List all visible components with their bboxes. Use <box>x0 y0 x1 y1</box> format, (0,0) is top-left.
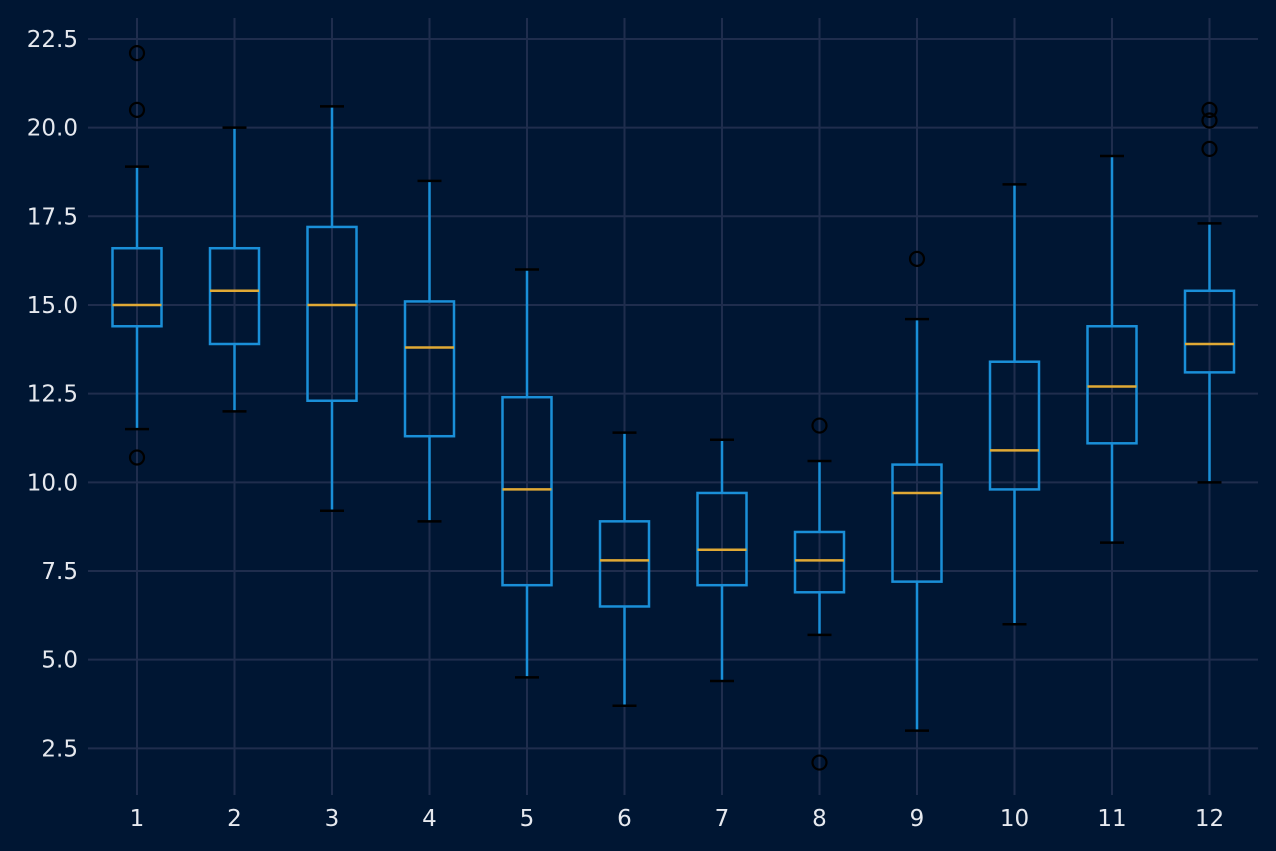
box-group <box>793 417 846 771</box>
box-iqr <box>793 530 846 594</box>
box-group <box>1086 154 1138 544</box>
outlier-point <box>128 449 146 466</box>
box-group <box>988 183 1041 626</box>
y-tick-label: 12.5 <box>27 382 78 408</box>
y-tick-label: 15.0 <box>27 293 78 319</box>
box-iqr <box>1183 289 1236 374</box>
box-group <box>891 250 943 732</box>
y-tick-label: 10.0 <box>27 470 78 496</box>
box-iqr <box>306 225 358 402</box>
box-iqr <box>403 300 456 438</box>
x-tick-label: 8 <box>812 806 827 832</box>
box-iqr <box>208 246 261 346</box>
box-iqr <box>1086 325 1138 445</box>
outlier-point <box>1201 140 1218 158</box>
x-tick-label: 2 <box>227 806 242 832</box>
y-tick-label: 2.5 <box>41 736 78 762</box>
x-axis: 1 2 3 4 5 6 7 8 9 10 11 12 <box>130 806 1224 832</box>
box-group <box>403 179 456 523</box>
box-iqr <box>988 360 1041 491</box>
y-axis: 2.5 5.0 7.5 10.0 12.5 15.0 17.5 20.0 22.5 <box>27 27 78 762</box>
x-tick-label: 12 <box>1195 806 1224 832</box>
outlier-point <box>128 45 146 62</box>
x-tick-label: 10 <box>1000 806 1029 832</box>
outlier-point <box>811 417 828 434</box>
x-tick-label: 9 <box>910 806 925 832</box>
box-iqr <box>501 395 553 587</box>
boxes <box>111 45 1236 771</box>
outlier-point <box>908 250 926 267</box>
box-group <box>1183 101 1236 484</box>
x-tick-label: 4 <box>422 806 437 832</box>
box-group <box>501 268 553 679</box>
box-group <box>696 438 748 683</box>
outlier-point <box>811 754 828 771</box>
box-iqr <box>891 463 943 583</box>
y-tick-label: 20.0 <box>27 116 78 142</box>
box-group <box>598 431 651 708</box>
y-tick-label: 22.5 <box>27 27 78 53</box>
y-tick-label: 7.5 <box>41 559 78 585</box>
outlier-point <box>128 101 146 118</box>
x-tick-label: 11 <box>1097 806 1126 832</box>
x-tick-label: 3 <box>325 806 340 832</box>
box-group <box>111 45 163 466</box>
box-group <box>306 105 358 512</box>
x-tick-label: 1 <box>130 806 145 832</box>
x-tick-label: 5 <box>520 806 535 832</box>
x-tick-label: 6 <box>617 806 632 832</box>
box-iqr <box>696 491 748 587</box>
box-iqr <box>598 520 651 608</box>
outlier-point <box>1201 101 1218 118</box>
box-group <box>208 126 261 413</box>
x-tick-label: 7 <box>715 806 730 832</box>
y-tick-label: 5.0 <box>41 648 78 674</box>
y-tick-label: 17.5 <box>27 204 78 230</box>
box-iqr <box>111 246 163 328</box>
outlier-point <box>1201 112 1218 129</box>
